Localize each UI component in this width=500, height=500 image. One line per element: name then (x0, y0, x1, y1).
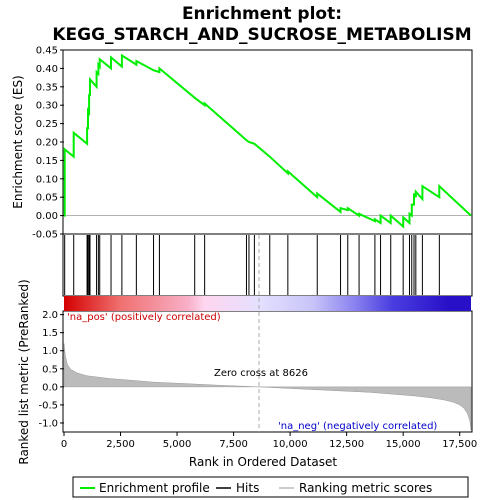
x-tick-label-3: 7,500 (219, 439, 248, 450)
metric-tick-label-3: 0.5 (42, 364, 58, 375)
es-tick-label-4: 0.15 (36, 156, 58, 167)
neg-correlated-label: 'na_neg' (negatively correlated) (278, 421, 437, 432)
es-tick-label-0: -0.05 (32, 230, 58, 241)
x-tick-label-1: 2,500 (106, 439, 135, 450)
es-tick-label-3: 0.10 (36, 174, 58, 185)
metric-panel (62, 310, 473, 433)
es-tick-label-6: 0.25 (36, 119, 58, 130)
es-tick-label-10: 0.45 (36, 46, 58, 57)
legend-box (72, 476, 469, 498)
ranking-metric-area (63, 343, 472, 431)
metric-tick-label-2: 0.0 (42, 382, 58, 393)
metric-axis-title: Ranked list metric (PreRanked) (17, 279, 31, 464)
es-axis-title: Enrichment score (ES) (11, 75, 25, 208)
legend-label-metric: Ranking metric scores (299, 481, 432, 495)
legend-label-hits: Hits (236, 481, 259, 495)
x-axis-title: Rank in Ordered Dataset (189, 455, 337, 469)
zero-cross-label: Zero cross at 8626 (214, 368, 308, 379)
legend-label-enrichment: Enrichment profile (99, 481, 210, 495)
metric-series (63, 235, 472, 432)
es-tick-label-2: 0.05 (36, 193, 58, 204)
es-tick-label-1: 0.00 (36, 211, 58, 222)
pos-correlated-label: 'na_pos' (positively correlated) (67, 312, 221, 323)
es-panel (62, 49, 473, 235)
metric-tick-label-6: 2.0 (42, 310, 58, 321)
chart-title-line2: KEGG_STARCH_AND_SUCROSE_METABOLISM (52, 25, 471, 45)
x-tick-label-2: 5,000 (163, 439, 192, 450)
chart-title-line1: Enrichment plot: (182, 4, 342, 24)
x-tick-label-4: 10,000 (273, 439, 308, 450)
es-tick-label-5: 0.20 (36, 138, 58, 149)
es-tick-label-7: 0.30 (36, 101, 58, 112)
enrichment-profile-line (63, 53, 472, 229)
hits-panel (62, 233, 473, 297)
metric-tick-label-5: 1.5 (42, 328, 58, 339)
x-tick-label-5: 12,500 (329, 439, 364, 450)
rank-heatmap-bar (64, 296, 471, 311)
hits-series (64, 235, 440, 295)
x-tick-label-0: 0 (61, 439, 67, 450)
axis-ticks: -0.050.000.050.100.150.200.250.300.350.4… (32, 46, 477, 451)
es-series (63, 53, 472, 229)
metric-tick-label-4: 1.0 (42, 346, 58, 357)
es-tick-label-8: 0.35 (36, 82, 58, 93)
metric-tick-label-0: -1.0 (38, 418, 58, 429)
es-tick-label-9: 0.40 (36, 64, 58, 75)
x-tick-label-6: 15,000 (386, 439, 421, 450)
metric-tick-label-1: -0.5 (38, 400, 58, 411)
x-tick-label-7: 17,500 (442, 439, 477, 450)
